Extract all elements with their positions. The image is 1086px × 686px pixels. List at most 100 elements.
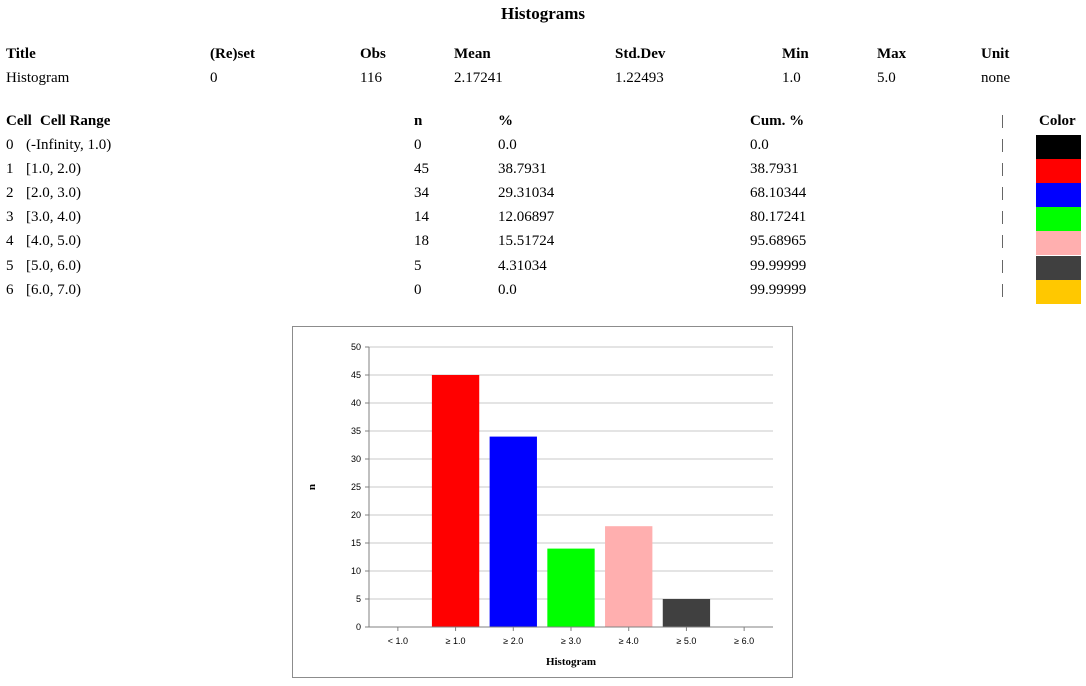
summary-header-stddev: Std.Dev (615, 46, 666, 62)
summary-value-reset: 0 (210, 70, 218, 86)
cell-header-separator: | (1001, 113, 1005, 129)
y-tick-label: 15 (351, 538, 361, 548)
cell-index: 1 (6, 161, 14, 177)
cell-index: 5 (6, 258, 14, 274)
summary-value-unit: none (981, 70, 1011, 86)
color-swatch (1036, 256, 1081, 280)
cell-header-pct: % (498, 113, 513, 129)
cell-separator: | (1001, 137, 1005, 153)
cell-range: [6.0, 7.0) (26, 282, 81, 298)
cell-header-cum: Cum. % (750, 113, 805, 129)
y-tick-label: 30 (351, 454, 361, 464)
summary-value-obs: 116 (360, 70, 382, 86)
cell-index: 3 (6, 209, 14, 225)
histogram-chart-svg: 0 5 10 15 20 25 30 35 40 45 50 < 1.0 ≥ 1.0 ≥ 2.0 ≥ 3.0… (306, 342, 773, 668)
cell-percent: 12.06897 (498, 209, 555, 225)
table-row: 6 [6.0, 7.0) 0 0.0 99.99999 | (0, 280, 1086, 304)
x-tick-label: ≥ 5.0 (676, 636, 696, 646)
summary-value-max: 5.0 (877, 70, 896, 86)
y-axis-title: n (306, 484, 318, 490)
x-tick-label: ≥ 6.0 (734, 636, 754, 646)
x-tick-label: ≥ 3.0 (561, 636, 581, 646)
y-tick-label: 50 (351, 342, 361, 352)
histogram-bar (605, 526, 653, 627)
cell-n: 14 (414, 209, 429, 225)
cell-range: (-Infinity, 1.0) (26, 137, 112, 153)
cell-percent: 0.0 (498, 137, 517, 153)
cell-index: 0 (6, 137, 14, 153)
cell-range: [1.0, 2.0) (26, 161, 81, 177)
cell-n: 0 (414, 282, 422, 298)
table-row: 2 [2.0, 3.0) 34 29.31034 68.10344 | (0, 183, 1086, 207)
color-swatch (1036, 207, 1081, 231)
cell-cumulative-percent: 99.99999 (750, 282, 807, 298)
cell-cumulative-percent: 38.7931 (750, 161, 799, 177)
cell-separator: | (1001, 258, 1005, 274)
cell-header-color: Color (1039, 113, 1076, 129)
table-row: 5 [5.0, 6.0) 5 4.31034 99.99999 | (0, 256, 1086, 280)
cell-header-n: n (414, 113, 423, 129)
cell-range: [3.0, 4.0) (26, 209, 81, 225)
cell-index: 6 (6, 282, 14, 298)
summary-value-stddev: 1.22493 (615, 70, 664, 86)
cell-header-range: Cell Range (40, 113, 111, 129)
cell-separator: | (1001, 209, 1005, 225)
cell-n: 45 (414, 161, 429, 177)
summary-header-min: Min (782, 46, 809, 62)
color-swatch (1036, 135, 1081, 159)
cell-percent: 0.0 (498, 282, 517, 298)
summary-header-mean: Mean (454, 46, 491, 62)
histogram-bar (662, 599, 711, 627)
summary-header-max: Max (877, 46, 907, 62)
cell-cumulative-percent: 99.99999 (750, 258, 807, 274)
cell-n: 0 (414, 137, 422, 153)
cell-cumulative-percent: 68.10344 (750, 185, 807, 201)
cell-n: 5 (414, 258, 422, 274)
color-swatch (1036, 159, 1081, 183)
y-tick-label: 40 (351, 398, 361, 408)
cell-n: 18 (414, 233, 429, 249)
summary-value-mean: 2.17241 (454, 70, 503, 86)
x-tick-label: ≥ 1.0 (446, 636, 466, 646)
color-swatch (1036, 231, 1081, 255)
summary-header-reset: (Re)set (210, 46, 255, 62)
cell-range: [2.0, 3.0) (26, 185, 81, 201)
histogram-bar (431, 375, 480, 627)
color-swatch (1036, 183, 1081, 207)
cell-separator: | (1001, 161, 1005, 177)
cell-index: 4 (6, 233, 14, 249)
cell-percent: 15.51724 (498, 233, 555, 249)
cell-cumulative-percent: 0.0 (750, 137, 769, 153)
cell-percent: 38.7931 (498, 161, 547, 177)
y-tick-label: 35 (351, 426, 361, 436)
summary-header-obs: Obs (360, 46, 386, 62)
histogram-bar (489, 436, 537, 627)
cell-separator: | (1001, 185, 1005, 201)
summary-value-min: 1.0 (782, 70, 801, 86)
cell-cumulative-percent: 80.17241 (750, 209, 807, 225)
cell-cumulative-percent: 95.68965 (750, 233, 807, 249)
summary-header-title: Title (6, 46, 36, 62)
summary-value-title: Histogram (6, 70, 70, 86)
y-tick-label: 10 (351, 566, 361, 576)
color-swatch (1036, 280, 1081, 304)
x-tick-label: ≥ 2.0 (503, 636, 523, 646)
x-axis-title: Histogram (546, 656, 596, 668)
table-row: 0 (-Infinity, 1.0) 0 0.0 0.0 | (0, 135, 1086, 159)
cell-percent: 29.31034 (498, 185, 555, 201)
y-tick-label: 0 (356, 622, 361, 632)
x-tick-label: < 1.0 (388, 636, 408, 646)
cell-range: [4.0, 5.0) (26, 233, 81, 249)
y-tick-label: 20 (351, 510, 361, 520)
table-row: 1 [1.0, 2.0) 45 38.7931 38.7931 | (0, 159, 1086, 183)
y-tick-label: 25 (351, 482, 361, 492)
cell-index: 2 (6, 185, 14, 201)
summary-header-unit: Unit (981, 46, 1010, 62)
y-tick-label: 45 (351, 370, 361, 380)
y-tick-label: 5 (356, 594, 361, 604)
page-title: Histograms (500, 4, 586, 23)
table-row: 3 [3.0, 4.0) 14 12.06897 80.17241 | (0, 207, 1086, 231)
cell-header-cell: Cell (6, 113, 32, 129)
cell-n: 34 (414, 185, 429, 201)
histogram-bar (547, 548, 595, 627)
